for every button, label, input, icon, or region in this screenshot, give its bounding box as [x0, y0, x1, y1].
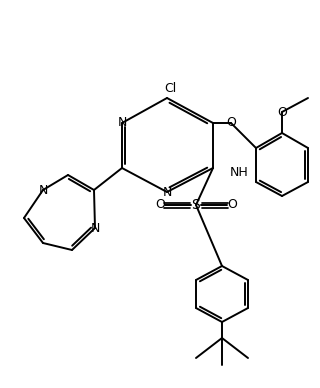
Text: N: N [117, 116, 127, 130]
Text: NH: NH [230, 166, 249, 180]
Text: Cl: Cl [164, 81, 176, 95]
Text: N: N [38, 184, 48, 196]
Text: O: O [155, 199, 165, 211]
Text: O: O [227, 199, 237, 211]
Text: O: O [226, 116, 236, 130]
Text: S: S [192, 198, 200, 212]
Text: N: N [90, 222, 100, 234]
Text: O: O [277, 106, 287, 118]
Text: N: N [162, 185, 172, 199]
